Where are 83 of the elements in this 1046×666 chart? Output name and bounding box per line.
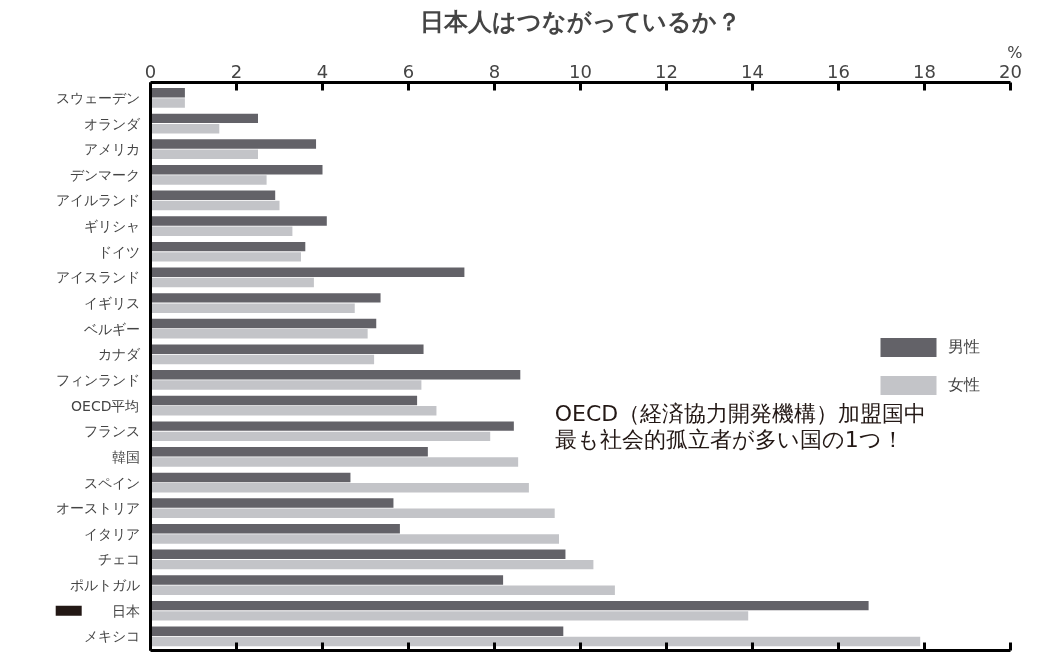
y-tick-label: ドイツ <box>97 243 140 260</box>
y-tick-label: 韓国 <box>111 448 140 465</box>
y-tick-label: ギリシャ <box>83 218 140 235</box>
bar <box>150 88 185 98</box>
bar <box>150 252 301 262</box>
y-tick-label: スペイン <box>83 474 140 491</box>
y-tick-label: オーストリア <box>55 500 140 517</box>
bar <box>150 585 615 595</box>
bar <box>150 139 317 149</box>
legend-label: 女性 <box>948 374 980 396</box>
x-tick-label: 6 <box>402 60 415 82</box>
bar <box>150 600 869 611</box>
x-tick-label: 16 <box>827 60 850 82</box>
bar <box>150 277 314 288</box>
y-tick-label: アイルランド <box>55 192 140 209</box>
y-tick-label: イギリス <box>83 295 140 312</box>
x-tick-label: 12 <box>655 60 678 82</box>
bar <box>150 216 327 226</box>
bar <box>150 241 306 252</box>
annotation: 最も社会的孤立者が多い国の1つ！ <box>554 426 904 452</box>
bar <box>150 447 428 457</box>
bar <box>150 175 267 185</box>
y-tick-label: フィンランド <box>55 371 140 388</box>
bar <box>150 98 185 108</box>
y-tick-label: ベルギー <box>83 320 140 337</box>
bar <box>150 406 437 416</box>
chart-title: 日本人はつながっているか？ <box>420 7 741 36</box>
bar <box>150 523 400 534</box>
y-tick-label: 日本 <box>111 602 140 619</box>
x-tick-label: 0 <box>144 60 157 82</box>
bar <box>150 549 566 560</box>
y-tick-label: デンマーク <box>69 166 140 183</box>
x-tick-label: 10 <box>569 60 592 82</box>
bar <box>150 267 465 277</box>
y-tick-label: イタリア <box>83 525 140 542</box>
x-tick-label: 8 <box>488 60 501 82</box>
y-tick-label: アイスランド <box>55 269 140 286</box>
bar <box>150 226 293 236</box>
x-tick-label: 14 <box>741 60 764 82</box>
bar <box>150 380 422 390</box>
y-tick-label: チェコ <box>97 551 140 568</box>
y-tick-label: ポルトガル <box>69 577 140 594</box>
x-tick-label: 18 <box>913 60 936 82</box>
bar <box>150 123 220 134</box>
bar <box>150 293 381 303</box>
x-axis-title: % <box>1007 42 1023 62</box>
bar <box>150 113 258 124</box>
bar <box>150 472 351 483</box>
bar <box>150 200 280 211</box>
bar <box>150 559 594 570</box>
bar <box>150 370 521 380</box>
bar <box>150 318 377 329</box>
bar <box>150 344 424 354</box>
bar <box>150 190 276 201</box>
bar <box>150 329 368 339</box>
bar <box>150 457 519 467</box>
bar <box>150 431 491 442</box>
bar <box>150 164 323 175</box>
x-tick-label: 20 <box>999 60 1022 82</box>
bar <box>150 626 564 636</box>
y-tick-label: アメリカ <box>83 141 140 158</box>
bar <box>150 611 749 621</box>
bar <box>150 534 559 544</box>
bar <box>150 498 394 508</box>
bar <box>150 354 375 365</box>
bar <box>150 395 418 406</box>
y-tick-label: スウェーデン <box>55 89 140 106</box>
bar <box>150 636 921 647</box>
bar <box>150 149 258 160</box>
bar <box>150 575 504 585</box>
bar <box>150 482 529 493</box>
x-tick-label: 4 <box>316 60 329 82</box>
x-tick-label: 2 <box>230 60 243 82</box>
bar <box>150 508 555 519</box>
bar <box>150 421 514 431</box>
bar <box>150 303 355 313</box>
y-tick-label: OECD平均 <box>71 397 140 414</box>
annotation: OECD（経済協力開発機構）加盟国中 <box>554 401 927 427</box>
y-tick-label: オランダ <box>83 115 141 132</box>
y-tick-label: カナダ <box>97 346 141 363</box>
y-tick-label: フランス <box>83 423 140 440</box>
legend-label: 男性 <box>948 336 980 358</box>
y-tick-label: メキシコ <box>83 628 140 645</box>
